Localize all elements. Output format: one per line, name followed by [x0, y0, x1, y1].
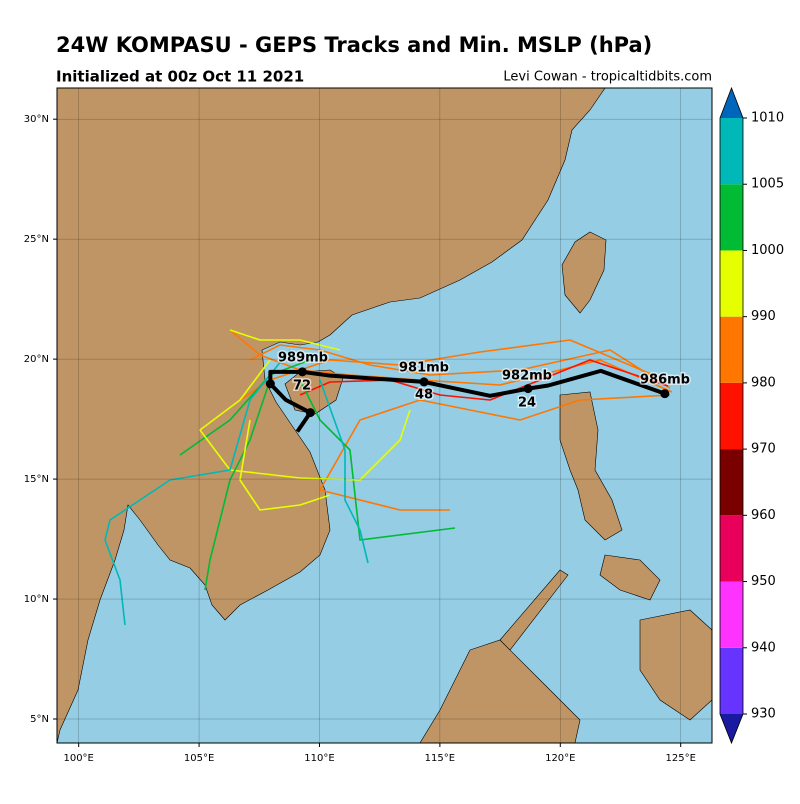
x-tick-label: 110°E [304, 753, 334, 764]
colorbar-over [720, 88, 743, 118]
colorbar-band [720, 316, 743, 383]
colorbar-tick-label: 930 [751, 707, 776, 722]
map-frame [56, 87, 713, 744]
colorbar-band [720, 581, 743, 648]
track-point [419, 377, 429, 387]
x-tick-label: 105°E [184, 753, 214, 764]
track-point [523, 384, 533, 394]
colorbar-band [720, 118, 743, 185]
track-label: 72 [293, 379, 311, 394]
track-label: 986mb [640, 373, 690, 388]
x-tick-label: 100°E [63, 753, 93, 764]
track-label: 989mb [278, 351, 328, 366]
colorbar-band [720, 515, 743, 582]
track-point [305, 408, 315, 418]
colorbar-tick-label: 950 [751, 574, 776, 589]
title: 24W KOMPASU - GEPS Tracks and Min. MSLP … [56, 33, 652, 57]
colorbar-tick-label: 960 [751, 508, 776, 523]
colorbar-tick-label: 970 [751, 442, 776, 457]
track-label: 981mb [399, 361, 449, 376]
x-tick-label: 120°E [545, 753, 575, 764]
y-tick-label: 5°N [30, 714, 49, 725]
land [56, 87, 713, 744]
y-tick-label: 15°N [24, 474, 49, 485]
mean-track [268, 368, 666, 433]
colorbar-band [720, 382, 743, 450]
x-tick-label: 125°E [665, 753, 695, 764]
colorbar-tick-label: 990 [751, 309, 776, 324]
colorbar-band [720, 449, 743, 516]
track-label: 24 [518, 396, 536, 411]
x-tick-label: 115°E [425, 753, 455, 764]
colorbar-tick-label: 1005 [751, 177, 784, 192]
track-label: 48 [415, 388, 433, 403]
y-tick-label: 10°N [24, 594, 49, 605]
track-point [660, 389, 670, 399]
subtitle: Initialized at 00z Oct 11 2021 [56, 68, 304, 86]
track-point [297, 367, 307, 377]
colorbar-tick-label: 980 [751, 375, 776, 390]
track-point [265, 379, 275, 389]
credit: Levi Cowan - tropicaltidbits.com [503, 70, 712, 85]
colorbar-tick-label: 1000 [751, 243, 784, 258]
colorbar-tick-label: 1010 [751, 111, 784, 126]
y-tick-label: 30°N [24, 114, 49, 125]
y-tick-label: 20°N [24, 354, 49, 365]
colorbar-tick-label: 940 [751, 640, 776, 655]
y-tick-label: 25°N [24, 234, 49, 245]
colorbar-band [720, 250, 743, 317]
colorbar-band [720, 184, 743, 251]
colorbar-under [720, 714, 743, 743]
colorbar-band [720, 647, 743, 714]
track-label: 982mb [502, 369, 552, 384]
